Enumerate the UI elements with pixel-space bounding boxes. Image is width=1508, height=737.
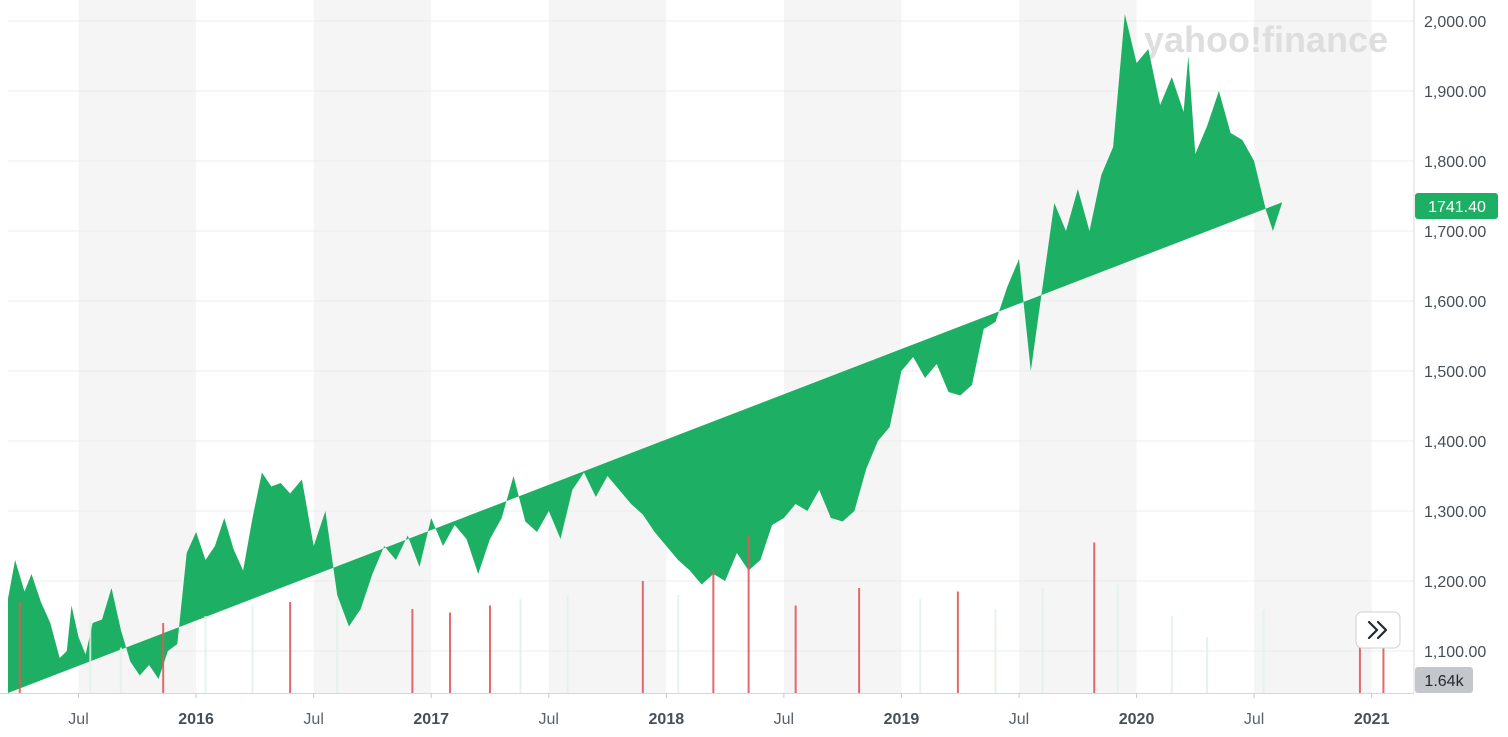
volume-bar bbox=[1358, 623, 1361, 693]
volume-badge: 1.64k bbox=[1415, 667, 1473, 693]
background-band bbox=[313, 0, 432, 693]
x-axis-ticks: Jul 2016 Jul 2017 Jul 2018 Jul 2019 Jul 2020 Jul 20… bbox=[68, 693, 1390, 728]
y-tick-label: 1,100.00 bbox=[1424, 644, 1486, 661]
background-band bbox=[78, 0, 197, 693]
volume-bar bbox=[449, 612, 452, 693]
y-axis-ticks: 2,000.00 1,900.00 1,800.00 1,700.00 1,600.00… bbox=[1424, 14, 1486, 661]
y-tick-label: 1,600.00 bbox=[1424, 294, 1486, 311]
volume-bar bbox=[204, 616, 207, 693]
volume-bar bbox=[1116, 584, 1119, 693]
price-badge: 1741.40 bbox=[1415, 193, 1498, 219]
volume-bar bbox=[1262, 609, 1265, 693]
volume-bar bbox=[519, 598, 522, 693]
volume-bar bbox=[641, 581, 644, 693]
volume-bar bbox=[566, 595, 569, 693]
x-tick-label: Jul bbox=[303, 711, 323, 728]
double-chevron-right-icon bbox=[1367, 620, 1388, 640]
background-band bbox=[1254, 0, 1372, 693]
y-tick-label: 1,500.00 bbox=[1424, 364, 1486, 381]
volume-bar bbox=[1382, 647, 1385, 693]
y-tick-label: 1,300.00 bbox=[1424, 504, 1486, 521]
volume-bar bbox=[18, 602, 21, 693]
volume-bar bbox=[994, 609, 997, 693]
volume-bar bbox=[411, 609, 414, 693]
scroll-right-button[interactable] bbox=[1355, 611, 1401, 649]
x-tick-label: 2017 bbox=[413, 711, 449, 728]
x-tick-label: Jul bbox=[1244, 711, 1264, 728]
volume-bar bbox=[162, 623, 165, 693]
x-tick-label: Jul bbox=[68, 711, 88, 728]
volume-bar bbox=[794, 605, 797, 693]
volume-bar bbox=[89, 619, 92, 693]
volume-bar bbox=[919, 598, 922, 693]
x-tick-label: Jul bbox=[774, 711, 794, 728]
x-tick-label: 2021 bbox=[1354, 711, 1390, 728]
y-tick-label: 1,400.00 bbox=[1424, 434, 1486, 451]
volume-bar bbox=[956, 591, 959, 693]
x-tick-label: 2016 bbox=[178, 711, 214, 728]
volume-bar bbox=[336, 598, 339, 693]
volume-bar bbox=[677, 595, 680, 693]
x-tick-label: Jul bbox=[1009, 711, 1029, 728]
x-tick-label: Jul bbox=[539, 711, 559, 728]
volume-badge-label: 1.64k bbox=[1424, 673, 1464, 690]
background-band bbox=[783, 0, 902, 693]
y-tick-label: 1,800.00 bbox=[1424, 154, 1486, 171]
volume-bar bbox=[289, 602, 292, 693]
background-band bbox=[548, 0, 667, 693]
volume-bar bbox=[858, 588, 861, 693]
volume-bar bbox=[488, 605, 491, 693]
y-tick-label: 1,900.00 bbox=[1424, 84, 1486, 101]
price-area-series[interactable] bbox=[8, 14, 1283, 693]
volume-bar bbox=[1041, 588, 1044, 693]
x-tick-label: 2019 bbox=[884, 711, 920, 728]
volume-bar bbox=[747, 535, 750, 693]
background-bands bbox=[78, 0, 1372, 693]
volume-bar bbox=[119, 647, 122, 693]
volume-bar bbox=[1093, 542, 1096, 693]
price-badge-label: 1741.40 bbox=[1428, 199, 1486, 216]
volume-bar bbox=[712, 570, 715, 693]
x-tick-label: 2018 bbox=[649, 711, 685, 728]
y-tick-label: 2,000.00 bbox=[1424, 14, 1486, 31]
volume-bar bbox=[1206, 637, 1209, 693]
y-tick-label: 1,700.00 bbox=[1424, 224, 1486, 241]
volume-bar bbox=[1170, 616, 1173, 693]
x-tick-label: 2020 bbox=[1119, 711, 1155, 728]
volume-bar bbox=[251, 605, 254, 693]
yahoo-finance-watermark: yahoo!finance bbox=[1144, 19, 1388, 60]
volume-bars bbox=[18, 535, 1385, 693]
y-tick-label: 1,200.00 bbox=[1424, 574, 1486, 591]
